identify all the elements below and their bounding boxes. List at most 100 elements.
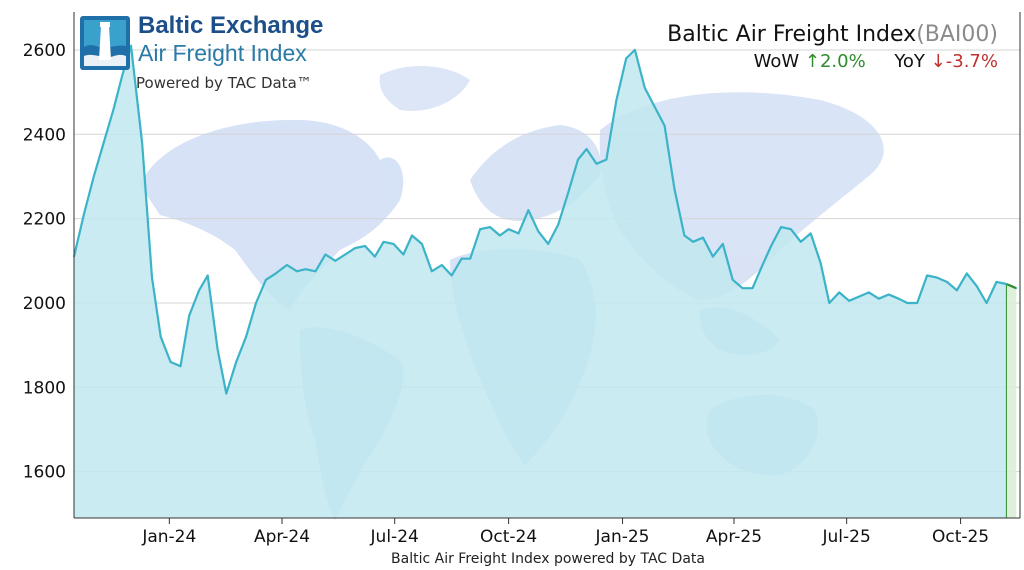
data-point bbox=[878, 297, 880, 300]
data-point bbox=[441, 264, 443, 266]
data-point bbox=[780, 226, 782, 228]
data-point bbox=[848, 300, 850, 302]
x-tick-label: Jan-25 bbox=[595, 527, 650, 547]
data-point bbox=[975, 285, 978, 287]
data-point bbox=[141, 141, 143, 144]
x-tick-label: Jan-24 bbox=[141, 527, 196, 547]
data-point bbox=[275, 272, 277, 275]
data-point bbox=[411, 234, 413, 237]
data-point bbox=[985, 302, 988, 304]
data-point bbox=[692, 241, 694, 243]
data-point bbox=[469, 257, 472, 260]
logo-powered-by: Powered by TAC Data™ bbox=[136, 74, 312, 92]
index-stats: WoW ↑2.0% YoY ↓-3.7% bbox=[667, 51, 998, 72]
data-point bbox=[286, 264, 288, 266]
x-axis-ticks: Jan-24 Apr-24 Jul-24 Oct-24 Jan-25 Apr-25 Jul-… bbox=[141, 518, 989, 547]
lighthouse-icon bbox=[80, 16, 130, 70]
y-tick-label: 1600 bbox=[23, 463, 66, 483]
data-point bbox=[595, 163, 598, 165]
data-point bbox=[344, 253, 347, 256]
latest-week-fill bbox=[1006, 283, 1017, 518]
data-point bbox=[673, 188, 676, 190]
data-point bbox=[431, 270, 433, 273]
data-point bbox=[567, 192, 569, 195]
x-tick-label: Oct-25 bbox=[932, 527, 989, 547]
data-point bbox=[663, 125, 666, 127]
data-point bbox=[809, 232, 812, 235]
logo-title: Baltic Exchange bbox=[138, 12, 324, 39]
data-point bbox=[1005, 283, 1008, 285]
data-point bbox=[605, 158, 608, 161]
wow-value: 2.0% bbox=[819, 51, 866, 72]
data-point bbox=[751, 287, 754, 290]
data-point bbox=[585, 148, 588, 150]
data-point bbox=[858, 295, 860, 298]
data-point bbox=[946, 281, 948, 283]
data-point bbox=[102, 141, 105, 144]
x-tick-label: Jul-25 bbox=[822, 527, 871, 547]
index-code: (BAI00) bbox=[916, 22, 998, 47]
series-area-fill bbox=[74, 45, 1007, 518]
data-point bbox=[557, 224, 559, 226]
data-point bbox=[354, 247, 356, 249]
data-point bbox=[179, 365, 182, 368]
data-point bbox=[460, 257, 463, 260]
y-tick-label: 1800 bbox=[23, 378, 66, 398]
data-point bbox=[577, 158, 579, 161]
data-area-layer bbox=[72, 44, 1018, 518]
data-point bbox=[245, 335, 247, 338]
map-north-america bbox=[140, 119, 404, 311]
data-point bbox=[314, 270, 317, 273]
data-point bbox=[334, 260, 337, 262]
data-point bbox=[916, 302, 918, 304]
data-point bbox=[304, 268, 307, 271]
data-point bbox=[722, 243, 724, 245]
data-point bbox=[216, 348, 219, 351]
data-point bbox=[644, 87, 646, 89]
chart-caption: Baltic Air Freight Index powered by TAC … bbox=[391, 551, 705, 567]
yoy-label: YoY bbox=[894, 51, 925, 72]
x-tick-label: Jul-24 bbox=[370, 527, 419, 547]
data-point bbox=[265, 279, 267, 281]
data-point bbox=[121, 74, 124, 77]
data-point bbox=[364, 245, 366, 247]
data-point bbox=[731, 279, 734, 281]
data-point bbox=[296, 270, 298, 273]
data-point bbox=[324, 253, 327, 256]
data-point bbox=[159, 335, 162, 338]
y-axis-ticks: 1600 1800 2000 2200 2400 2600 bbox=[23, 41, 66, 483]
axes bbox=[73, 12, 1021, 519]
data-point bbox=[761, 264, 764, 266]
data-point bbox=[887, 293, 890, 296]
data-point bbox=[741, 287, 744, 290]
data-point bbox=[93, 175, 95, 178]
data-point bbox=[625, 57, 627, 60]
data-point bbox=[712, 255, 714, 258]
x-tick-label: Apr-24 bbox=[254, 527, 310, 547]
y-tick-label: 2200 bbox=[23, 210, 66, 230]
map-greenland bbox=[379, 65, 470, 111]
data-point bbox=[421, 243, 423, 245]
y-tick-label: 2400 bbox=[23, 125, 66, 145]
data-point bbox=[828, 302, 831, 304]
data-point bbox=[683, 234, 686, 237]
data-point bbox=[499, 234, 501, 237]
arrow-down-icon: ↓ bbox=[930, 51, 946, 72]
data-point bbox=[392, 243, 395, 245]
wow-label: WoW bbox=[753, 51, 800, 72]
data-point bbox=[479, 228, 481, 230]
data-point bbox=[547, 243, 549, 245]
data-point bbox=[188, 314, 190, 317]
data-point bbox=[790, 228, 792, 230]
index-title: Baltic Air Freight Index bbox=[667, 22, 917, 47]
data-point bbox=[897, 297, 900, 300]
data-point bbox=[702, 236, 704, 239]
data-point bbox=[374, 255, 376, 258]
y-tick-label: 2000 bbox=[23, 294, 66, 314]
data-point bbox=[936, 276, 938, 279]
x-tick-label: Oct-24 bbox=[480, 527, 537, 547]
index-header: Baltic Air Freight Index(BAI00) WoW ↑2.0… bbox=[667, 22, 998, 72]
data-point bbox=[1015, 287, 1018, 290]
data-point bbox=[956, 289, 958, 292]
